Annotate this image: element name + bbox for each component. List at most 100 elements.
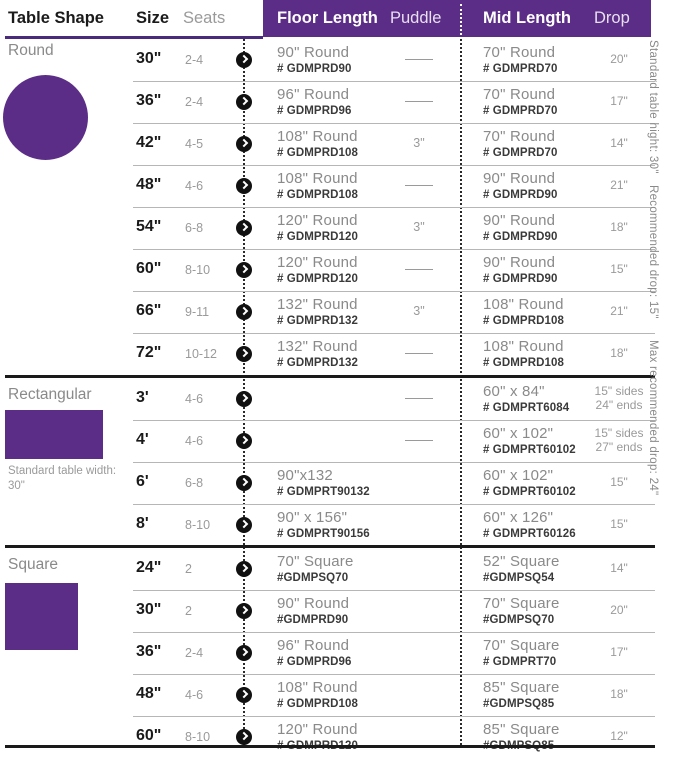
row-divider	[133, 333, 655, 334]
em-dash-icon	[405, 398, 433, 400]
table-row[interactable]: 8' 8-10 90" x 156" # GDMPRT90156 60" x 126" #…	[0, 504, 679, 546]
chevron-right-icon-glyph	[236, 346, 252, 362]
chevron-right-icon[interactable]	[236, 729, 252, 745]
chevron-right-icon[interactable]	[236, 603, 252, 619]
chevron-right-icon-glyph	[236, 687, 252, 703]
chevron-right-icon[interactable]	[236, 304, 252, 320]
chevron-right-icon[interactable]	[236, 475, 252, 491]
table-row[interactable]: 3' 4-6 60" x 84" # GDMPRT6084 15" sides 24" e…	[0, 378, 679, 420]
cell-mid-length: 60" x 102"	[483, 425, 554, 442]
table-row[interactable]: 48" 4-6 108" Round # GDMPRD108 90" Round # GD…	[0, 165, 679, 207]
cell-mid-sku: #GDMPSQ85	[483, 698, 555, 710]
chevron-right-icon[interactable]	[236, 346, 252, 362]
circle-swatch-icon	[3, 75, 88, 160]
chevron-right-icon[interactable]	[236, 391, 252, 407]
cell-drop: 18"	[610, 687, 628, 701]
cell-mid-sku: # GDMPRT6084	[483, 402, 570, 414]
cell-size: 60"	[136, 260, 162, 277]
cell-mid-sku: # GDMPRD90	[483, 231, 558, 243]
table-row[interactable]: 60" 8-10 120" Round # GDMPRD120 90" Round # G…	[0, 249, 679, 291]
cell-puddle	[390, 178, 448, 192]
cell-mid-length: 90" Round	[483, 170, 556, 187]
cell-mid-length: 70" Square	[483, 637, 560, 654]
table-row[interactable]: 30" 2 90" Round #GDMPRD90 70" Square #GDMPSQ7…	[0, 590, 679, 632]
shape-label-rectangular: Rectangular	[8, 386, 92, 403]
chevron-right-icon[interactable]	[236, 262, 252, 278]
cell-size: 60"	[136, 727, 162, 744]
row-divider	[133, 462, 655, 463]
cell-puddle	[390, 52, 448, 66]
table-row[interactable]: 24" 2 70" Square #GDMPSQ70 52" Square #GDMPSQ…	[0, 548, 679, 590]
cell-mid-sku: # GDMPRD108	[483, 315, 564, 327]
cell-floor-length-group: 108" Round # GDMPRD108	[277, 680, 358, 712]
cell-mid-sku: # GDMPRT60102	[483, 486, 576, 498]
chevron-right-icon[interactable]	[236, 220, 252, 236]
cell-drop: 20"	[610, 52, 628, 66]
cell-floor-length-group: 90" Round # GDMPRD90	[277, 45, 352, 77]
cell-size: 4'	[136, 431, 149, 448]
table-row[interactable]: 72" 10-12 132" Round # GDMPRD132 108" Round #…	[0, 333, 679, 375]
cell-puddle: 3"	[413, 220, 425, 234]
cell-drop-line: 15" sides	[594, 384, 644, 398]
cell-size: 6'	[136, 473, 149, 490]
chevron-right-icon[interactable]	[236, 517, 252, 533]
cell-puddle	[390, 346, 448, 360]
table-row[interactable]: 54" 6-8 120" Round # GDMPRD120 90" Round # GD…	[0, 207, 679, 249]
chevron-right-icon-glyph	[236, 433, 252, 449]
cell-size: 72"	[136, 344, 162, 361]
cell-floor-sku: # GDMPRD120	[277, 231, 358, 243]
cell-size: 42"	[136, 134, 162, 151]
row-divider	[133, 291, 655, 292]
cell-drop: 15"	[610, 517, 628, 531]
cell-mid-length: 70" Round	[483, 44, 556, 61]
table-row[interactable]: 4' 4-6 60" x 102" # GDMPRT60102 15" sides 27"…	[0, 420, 679, 462]
cell-mid-length: 85" Square	[483, 721, 560, 738]
chevron-right-icon-glyph	[236, 645, 252, 661]
cell-seats: 2-4	[185, 646, 204, 660]
table-row[interactable]: 6' 6-8 90"x132 # GDMPRT90132 60" x 102" # GDM…	[0, 462, 679, 504]
table-row[interactable]: 42" 4-5 108" Round # GDMPRD108 70" Round # GD…	[0, 123, 679, 165]
chevron-right-icon[interactable]	[236, 94, 252, 110]
cell-drop: 15"	[610, 475, 628, 489]
cell-puddle	[390, 433, 448, 447]
cell-drop: 20"	[610, 603, 628, 617]
cell-floor-length: 132" Round	[277, 338, 358, 355]
cell-mid-length: 60" x 126"	[483, 509, 554, 526]
table-row[interactable]: 60" 8-10 120" Round# GDMPRD120 85" Square#G…	[0, 716, 679, 758]
chevron-right-icon[interactable]	[236, 645, 252, 661]
chevron-right-icon[interactable]	[236, 136, 252, 152]
side-note-recommended-drop: Recommended drop: 15"	[647, 185, 659, 319]
chevron-right-icon[interactable]	[236, 52, 252, 68]
cell-size: 66"	[136, 302, 162, 319]
cell-drop: 15"	[610, 262, 628, 276]
cell-mid-length-group: 60" x 102" # GDMPRT60102	[483, 426, 576, 458]
chevron-right-icon[interactable]	[236, 178, 252, 194]
row-divider	[133, 504, 655, 505]
chevron-right-icon[interactable]	[236, 433, 252, 449]
cell-puddle: 3"	[413, 136, 425, 150]
cell-drop-line: 24" ends	[595, 398, 643, 412]
table-row[interactable]: 66" 9-11 132" Round # GDMPRD132 108" Round # …	[0, 291, 679, 333]
cell-floor-length-group: 120" Round# GDMPRD120	[277, 722, 358, 754]
cell-drop: 15" sides 27" ends	[588, 426, 650, 454]
cell-seats: 8-10	[185, 518, 211, 532]
em-dash-icon	[405, 440, 433, 442]
cell-floor-length-group: 96" Round # GDMPRD96	[277, 87, 352, 119]
table-row[interactable]: 48" 4-6 108" Round # GDMPRD108 85" Square #GD…	[0, 674, 679, 716]
cell-seats: 2	[185, 604, 192, 618]
chevron-right-icon-glyph	[236, 729, 252, 745]
cell-floor-length: 120" Round	[277, 212, 358, 229]
em-dash-icon	[405, 269, 433, 271]
cell-floor-sku: # GDMPRD132	[277, 315, 358, 327]
chevron-right-icon[interactable]	[236, 561, 252, 577]
chevron-right-icon[interactable]	[236, 687, 252, 703]
table-row[interactable]: 36" 2-4 96" Round # GDMPRD96 70" Round # GDMP…	[0, 81, 679, 123]
column-header-table-shape: Table Shape	[8, 9, 104, 27]
table-row[interactable]: 30" 2-4 90" Round # GDMPRD90 70" Round # GDMP…	[0, 39, 679, 81]
chevron-right-icon-glyph	[236, 561, 252, 577]
chevron-right-icon-glyph	[236, 262, 252, 278]
cell-drop: 18"	[610, 346, 628, 360]
cell-seats: 8-10	[185, 263, 211, 277]
table-row[interactable]: 36" 2-4 96" Round # GDMPRD96 70" Square # GDM…	[0, 632, 679, 674]
cell-mid-sku: #GDMPSQ70	[483, 614, 555, 626]
